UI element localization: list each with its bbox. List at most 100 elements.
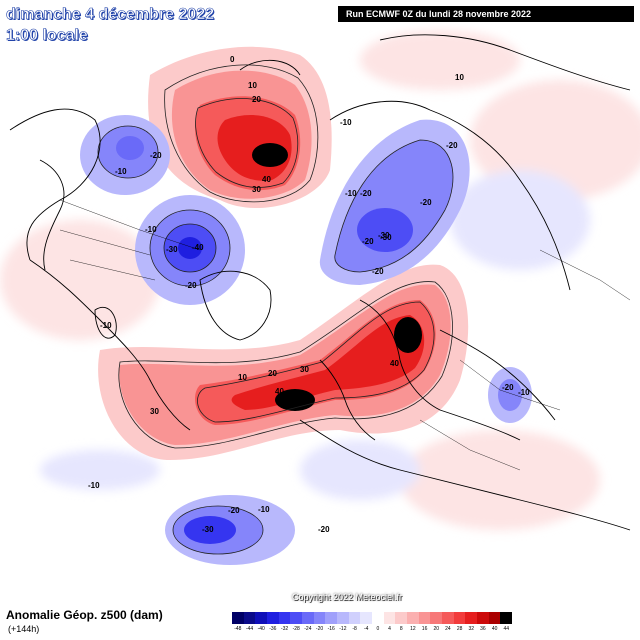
legend-swatch: [302, 612, 314, 624]
contour-label: -10: [115, 167, 127, 176]
coastlines: [9, 34, 631, 531]
legend-tick-label: 44: [503, 626, 510, 632]
contour-label: -20: [502, 383, 514, 392]
legend-swatch: [232, 612, 244, 624]
legend-swatches: [232, 612, 513, 624]
legend-tick-label: -36: [269, 626, 277, 632]
contour-lines: [97, 64, 454, 555]
labrador-low: [135, 195, 245, 305]
contour-label: -10: [100, 321, 112, 330]
contour-label: 30: [300, 365, 309, 374]
parameter-name: Anomalie Géop. z500 (dam): [6, 608, 163, 622]
legend-tick-label: 24: [445, 626, 451, 632]
legend-tick-label: -16: [327, 626, 335, 632]
contour-labels: 0 10 -10 -20 -10 -20 -30 10 20 30 40 -10…: [88, 55, 530, 534]
contour-label: 40: [390, 359, 399, 368]
contour-label: -10: [258, 505, 270, 514]
legend-tick-label: -20: [315, 626, 324, 632]
forecast-date: dimanche 4 décembre 2022: [6, 6, 215, 24]
legend-tick-label: -4: [364, 626, 369, 632]
legend-swatch: [430, 612, 443, 624]
color-legend: -48 -44 -40 -36 -32 -28 -24 -20 -16 -12 -8 -4 0 4 8 12 1…: [232, 612, 513, 638]
legend-labels: -48 -44 -40 -36 -32 -28 -24 -20 -16 -12 -8 -4 0 4 8 12 1…: [232, 626, 512, 632]
legend-tick-label: -8: [352, 626, 357, 632]
contour-label: 10: [238, 373, 247, 382]
contour-label: -20: [372, 267, 384, 276]
siberian-trough: [319, 119, 470, 285]
weak-anomaly-fields: [0, 30, 640, 530]
legend-swatch: [360, 612, 373, 624]
contour-label: 30: [252, 185, 261, 194]
legend-tick-label: 28: [456, 626, 463, 632]
lead-time: (+144h): [8, 624, 40, 634]
contour-label: -20: [420, 198, 432, 207]
borders: [59, 199, 631, 471]
legend-tick-label: -40: [257, 626, 265, 632]
legend-tick-label: -28: [292, 626, 300, 632]
contour-label: 30: [150, 407, 159, 416]
legend-swatch: [243, 612, 256, 624]
legend-swatch: [372, 612, 384, 624]
contour-label: -30: [166, 245, 178, 254]
legend-tick-label: 0: [376, 626, 380, 632]
legend-tick-label: 4: [388, 626, 391, 632]
contour-label: -10: [88, 481, 100, 490]
contour-label: 0: [230, 55, 235, 64]
contour-label: 20: [252, 95, 261, 104]
contour-label: -20: [150, 151, 162, 160]
legend-tick-label: 8: [399, 626, 403, 632]
contour-label: 10: [248, 81, 257, 90]
legend-swatch: [313, 612, 326, 624]
contour-label: -30: [378, 231, 390, 240]
contour-label: 20: [268, 369, 277, 378]
local-time: 1:00 locale: [6, 27, 88, 45]
pacific-low: [165, 495, 295, 565]
contour-label: -40: [192, 243, 204, 252]
asia-low: [488, 367, 532, 423]
legend-swatch: [418, 612, 431, 624]
contour-label: -10: [340, 118, 352, 127]
contour-label: -20: [318, 525, 330, 534]
atlantic-ridge: [98, 264, 469, 460]
run-info-banner: Run ECMWF 0Z du lundi 28 novembre 2022: [338, 6, 634, 22]
legend-swatch: [255, 612, 268, 624]
contour-label: 40: [262, 175, 271, 184]
legend-tick-label: 36: [480, 626, 486, 632]
legend-tick-label: 32: [468, 626, 475, 632]
contour-label: -20: [228, 506, 240, 515]
legend-swatch: [267, 612, 279, 624]
legend-tick-label: -44: [245, 626, 254, 632]
alaska-low: [80, 115, 170, 195]
legend-swatch: [442, 612, 454, 624]
legend-swatch: [500, 612, 513, 624]
contour-label: 10: [455, 73, 464, 82]
legend-swatch: [383, 612, 396, 624]
bering-high: [148, 46, 332, 209]
legend-swatch: [395, 612, 408, 624]
copyright: Copyright 2022 Meteociel.fr: [292, 592, 403, 602]
contour-label: 40: [275, 387, 284, 396]
legend-swatch: [290, 612, 303, 624]
legend-swatch: [278, 612, 291, 624]
contour-label: -10: [518, 388, 530, 397]
contour-label: -30: [380, 233, 392, 242]
contour-label: -20: [185, 281, 197, 290]
contour-label: -30: [202, 525, 214, 534]
legend-swatch: [407, 612, 419, 624]
legend-swatch: [477, 612, 489, 624]
legend-tick-label: -24: [304, 626, 312, 632]
legend-swatch: [348, 612, 361, 624]
legend-tick-label: -32: [280, 626, 289, 632]
legend-swatch: [337, 612, 349, 624]
legend-tick-label: 16: [421, 626, 428, 632]
legend-swatch: [325, 612, 338, 624]
legend-tick-label: 12: [410, 626, 416, 632]
legend-swatch: [465, 612, 478, 624]
legend-swatch: [488, 612, 501, 624]
legend-tick-label: 20: [433, 626, 440, 632]
legend-swatch: [453, 612, 466, 624]
legend-tick-label: -48: [234, 626, 242, 632]
contour-label: -20: [360, 189, 372, 198]
legend-tick-label: -12: [339, 626, 347, 632]
